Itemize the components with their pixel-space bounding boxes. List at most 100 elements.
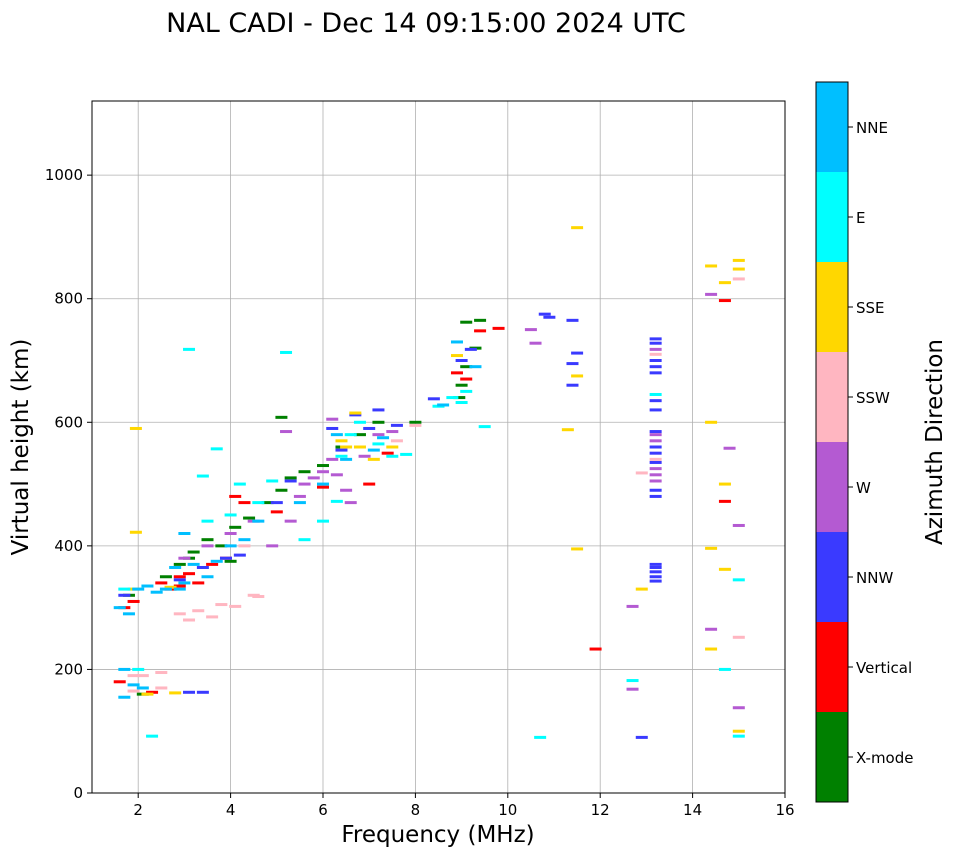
echo-point [141,692,154,696]
echo-point [529,341,542,345]
echo-point [159,575,172,579]
colorbar-swatch [816,82,848,172]
echo-point [649,359,662,362]
echo-point [409,420,422,424]
echo-point [129,530,142,534]
echo-point [649,451,662,455]
echo-point [340,457,353,461]
echo-point [136,686,149,690]
echo-point [492,326,505,330]
echo-point [266,479,279,483]
echo-point [178,556,191,560]
echo-point [270,510,283,514]
echo-point [732,523,745,527]
echo-point [705,264,718,268]
echo-point [450,340,463,344]
echo-point [566,362,579,366]
echo-point [201,519,214,523]
echo-point [155,686,168,690]
echo-point [718,667,731,671]
echo-point [349,413,362,417]
echo-point [363,426,376,430]
echo-point [317,470,329,474]
x-axis-label: Frequency (MHz) [341,822,534,848]
echo-point [649,445,662,449]
echo-point [732,729,745,733]
echo-point [298,470,311,474]
echo-point [261,501,274,505]
echo-point [381,451,394,455]
plot-frame [91,100,786,794]
echo-point [649,337,662,341]
echo-point [280,350,293,354]
echo-point [649,473,662,477]
echo-point [732,635,745,639]
colorbar-tick-label: SSE [856,299,885,317]
echo-point [372,442,385,446]
echo-point [335,439,348,443]
echo-point [723,446,736,450]
echo-point [298,482,311,486]
echo-point [127,599,140,603]
echo-point [196,690,209,694]
echo-point [386,430,399,434]
x-tick-label: 6 [318,801,328,819]
colorbar-swatch [816,532,848,622]
echo-point [561,428,574,432]
echo-point [635,735,648,739]
echo-point [317,464,329,468]
echo-point [649,488,662,492]
echo-point [298,538,311,542]
y-tick-label: 800 [54,290,83,308]
echo-point [626,604,639,608]
echo-point [224,559,237,563]
echo-point [183,572,196,576]
echo-point [340,488,353,492]
y-tick-label: 200 [54,660,83,678]
echo-point [330,433,343,437]
echo-point [141,584,154,588]
echo-point [238,501,251,505]
echo-point [224,513,237,517]
echo-point [284,479,297,483]
echo-point [353,433,366,437]
echo-point [386,445,399,449]
echo-point [280,430,293,434]
echo-point [649,562,662,566]
echo-point [649,570,662,574]
echo-point [196,474,209,478]
echo-point [649,494,662,498]
echo-point [192,581,205,585]
echo-point [127,689,140,693]
echo-point [732,734,745,738]
echo-point [146,734,159,738]
echo-point [649,467,662,471]
echo-point [252,519,265,523]
echo-point [649,479,662,483]
echo-point [136,674,149,678]
echo-point [363,482,376,486]
echo-point [353,445,366,449]
echo-point [173,587,186,591]
echo-point [460,377,473,381]
echo-point [201,544,214,548]
echo-point [146,690,159,694]
echo-point [649,352,662,356]
echo-point [635,587,648,591]
echo-point [132,667,145,671]
colorbar-swatch [816,442,848,532]
echo-point [118,587,131,591]
echo-point [183,690,196,694]
echo-point [437,403,450,407]
echo-point [705,292,718,296]
echo-point [344,433,357,437]
plot-background [92,101,785,793]
echo-point [649,457,662,461]
echo-point [150,590,163,594]
echo-point [649,347,662,351]
echo-point [390,423,403,427]
colorbar-tick-label: NNW [856,569,893,587]
y-axis-label: Virtual height (km) [8,339,34,556]
echo-point [718,567,731,571]
y-tick-label: 1000 [45,166,83,184]
